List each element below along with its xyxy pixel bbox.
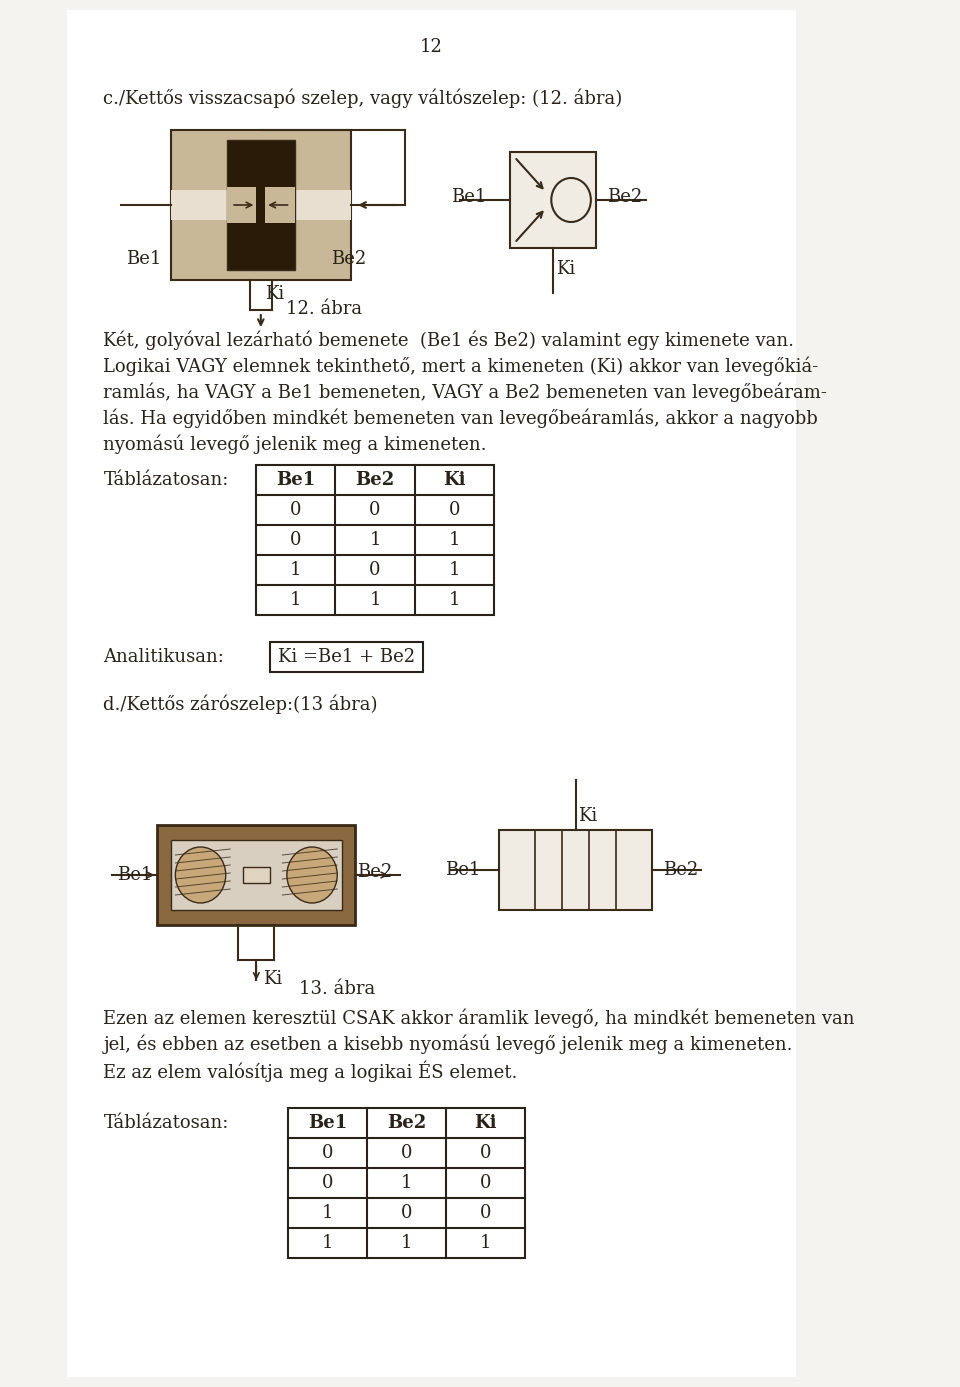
Text: 0: 0 xyxy=(480,1204,492,1222)
Text: nyomású levegő jelenik meg a kimeneten.: nyomású levegő jelenik meg a kimeneten. xyxy=(104,434,487,454)
Text: 12. ábra: 12. ábra xyxy=(286,300,362,318)
Text: 0: 0 xyxy=(480,1144,492,1162)
Text: 13. ábra: 13. ábra xyxy=(300,981,375,999)
Text: 1: 1 xyxy=(400,1234,412,1252)
Text: 0: 0 xyxy=(290,501,301,519)
Bar xyxy=(510,153,596,248)
Text: 1: 1 xyxy=(370,531,381,549)
Text: 0: 0 xyxy=(400,1144,412,1162)
Text: Logikai VAGY elemnek tekinthető, mert a kimeneten (Ki) akkor van levegőkiá-: Logikai VAGY elemnek tekinthető, mert a … xyxy=(104,356,819,376)
Bar xyxy=(256,465,493,614)
Text: 0: 0 xyxy=(370,560,381,578)
Text: Be2: Be2 xyxy=(607,189,642,207)
Bar xyxy=(171,130,350,280)
Text: Be2: Be2 xyxy=(357,863,393,881)
Text: Ki =Be1 + Be2: Ki =Be1 + Be2 xyxy=(277,648,415,666)
Text: Be1: Be1 xyxy=(126,250,161,268)
Text: 1: 1 xyxy=(290,591,301,609)
Text: Ki: Ki xyxy=(263,970,283,988)
Text: Táblázatosan:: Táblázatosan: xyxy=(104,1114,228,1132)
Text: Ki: Ki xyxy=(556,259,575,277)
Text: Be2: Be2 xyxy=(387,1114,426,1132)
Text: 0: 0 xyxy=(322,1173,333,1191)
Text: 1: 1 xyxy=(322,1234,333,1252)
Text: Ki: Ki xyxy=(443,472,466,490)
Text: 1: 1 xyxy=(290,560,301,578)
Text: Be2: Be2 xyxy=(331,250,366,268)
Text: 0: 0 xyxy=(448,501,460,519)
Text: Be1: Be1 xyxy=(451,189,487,207)
Text: 1: 1 xyxy=(322,1204,333,1222)
Text: Ki: Ki xyxy=(474,1114,497,1132)
Text: Ki: Ki xyxy=(578,807,597,825)
Text: Be2: Be2 xyxy=(355,472,395,490)
Bar xyxy=(157,825,355,925)
Circle shape xyxy=(287,847,337,903)
Text: Analitikusan:: Analitikusan: xyxy=(104,648,225,666)
Bar xyxy=(171,190,350,221)
Bar xyxy=(499,829,652,910)
Text: Ki: Ki xyxy=(265,284,284,302)
Circle shape xyxy=(551,178,590,222)
Text: Két, golyóval lezárható bemenete  (Be1 és Be2) valamint egy kimenete van.: Két, golyóval lezárható bemenete (Be1 és… xyxy=(104,330,795,350)
Text: Ezen az elemen keresztül CSAK akkor áramlik levegő, ha mindkét bemeneten van: Ezen az elemen keresztül CSAK akkor áram… xyxy=(104,1008,855,1028)
Text: 1: 1 xyxy=(400,1173,412,1191)
Text: Be1: Be1 xyxy=(276,472,316,490)
Text: 0: 0 xyxy=(290,531,301,549)
Text: 12: 12 xyxy=(420,37,444,55)
Text: 1: 1 xyxy=(370,591,381,609)
Text: lás. Ha egyidőben mindkét bemeneten van levegőbeáramlás, akkor a nagyobb: lás. Ha egyidőben mindkét bemeneten van … xyxy=(104,408,818,427)
Text: 1: 1 xyxy=(480,1234,492,1252)
Text: Ez az elem valósítja meg a logikai ÉS elemet.: Ez az elem valósítja meg a logikai ÉS el… xyxy=(104,1060,517,1082)
Text: d./Kettős zárószelep:(13 ábra): d./Kettős zárószelep:(13 ábra) xyxy=(104,695,378,714)
Bar xyxy=(270,642,422,671)
Text: ramlás, ha VAGY a Be1 bemeneten, VAGY a Be2 bemeneten van levegőbeáram-: ramlás, ha VAGY a Be1 bemeneten, VAGY a … xyxy=(104,381,828,401)
Text: 1: 1 xyxy=(448,591,460,609)
Text: Be1: Be1 xyxy=(308,1114,347,1132)
Text: jel, és ebben az esetben a kisebb nyomású levegő jelenik meg a kimeneten.: jel, és ebben az esetben a kisebb nyomás… xyxy=(104,1033,793,1054)
Bar xyxy=(227,187,256,223)
Text: Be1: Be1 xyxy=(445,861,481,879)
Text: Be1: Be1 xyxy=(117,865,153,884)
Bar xyxy=(227,140,295,270)
Text: 1: 1 xyxy=(448,531,460,549)
Text: 0: 0 xyxy=(322,1144,333,1162)
Bar xyxy=(288,1108,525,1258)
Text: 1: 1 xyxy=(448,560,460,578)
Bar xyxy=(67,10,796,1377)
Circle shape xyxy=(176,847,226,903)
Text: Be2: Be2 xyxy=(662,861,698,879)
Bar xyxy=(265,187,295,223)
Text: 0: 0 xyxy=(400,1204,412,1222)
Text: c./Kettős visszacsapó szelep, vagy váltószelep: (12. ábra): c./Kettős visszacsapó szelep, vagy váltó… xyxy=(104,87,623,108)
Text: 0: 0 xyxy=(370,501,381,519)
Text: Táblázatosan:: Táblázatosan: xyxy=(104,472,228,490)
Bar xyxy=(243,867,270,884)
Text: 0: 0 xyxy=(480,1173,492,1191)
Bar xyxy=(171,841,342,910)
